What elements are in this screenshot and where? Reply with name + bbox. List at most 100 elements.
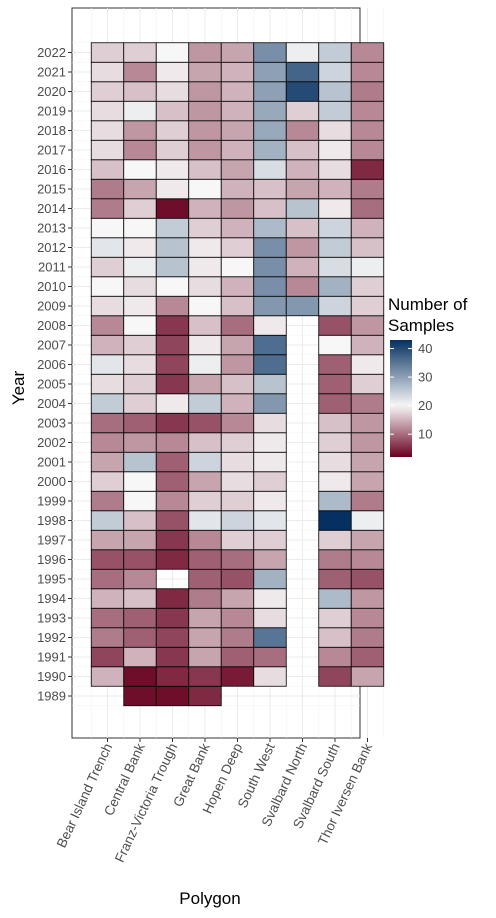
heatmap-cell xyxy=(350,81,385,102)
heatmap-cell xyxy=(90,198,125,219)
heatmap-cell xyxy=(90,627,125,648)
heatmap-cell xyxy=(318,412,352,434)
heatmap-cell xyxy=(90,393,125,414)
heatmap-cell xyxy=(123,646,157,668)
heatmap-cell xyxy=(253,217,287,239)
y-tick-label: 1999 xyxy=(37,494,66,509)
heatmap-cell xyxy=(90,432,125,453)
heatmap-cell xyxy=(90,471,125,492)
heatmap-cell xyxy=(220,666,255,687)
heatmap-cell xyxy=(90,451,125,473)
heatmap-cell xyxy=(350,120,385,141)
heatmap-cell xyxy=(285,120,320,141)
heatmap-cell xyxy=(253,568,287,590)
heatmap-cell xyxy=(220,568,255,590)
heatmap-cell xyxy=(188,315,222,336)
y-tick-label: 1992 xyxy=(37,630,66,645)
heatmap-cell xyxy=(155,334,190,356)
heatmap-cell xyxy=(318,315,352,336)
heatmap-cell xyxy=(253,451,287,473)
heatmap-cell xyxy=(350,373,385,395)
heatmap-cell xyxy=(220,178,255,200)
heatmap-cell xyxy=(318,354,352,375)
heatmap-cell xyxy=(155,217,190,239)
heatmap-cell xyxy=(90,120,125,141)
heatmap-cell xyxy=(155,256,190,278)
heatmap-cell xyxy=(155,510,190,531)
heatmap-cell xyxy=(253,276,287,297)
y-tick-label: 1998 xyxy=(37,513,66,528)
y-tick-label: 2013 xyxy=(37,221,66,236)
legend-tick-label: 20 xyxy=(418,398,432,413)
heatmap-cell xyxy=(155,100,190,122)
heatmap-cell xyxy=(90,139,125,161)
heatmap-cell xyxy=(155,276,190,297)
heatmap-cell xyxy=(253,627,287,648)
heatmap-cell xyxy=(350,549,385,570)
heatmap-cell xyxy=(123,334,157,356)
heatmap-cell xyxy=(188,120,222,141)
heatmap-cell xyxy=(253,666,287,687)
heatmap-cell xyxy=(123,159,157,180)
heatmap-cell xyxy=(220,159,255,180)
heatmap-cell xyxy=(285,61,320,83)
heatmap-cell xyxy=(350,42,385,63)
heatmap-cell xyxy=(253,61,287,83)
x-axis-title: Polygon xyxy=(179,889,240,908)
heatmap-cell xyxy=(155,432,190,453)
heatmap-cell xyxy=(123,666,157,687)
y-tick-label: 2019 xyxy=(37,104,66,119)
heatmap-cell xyxy=(350,295,385,317)
heatmap-cell xyxy=(220,451,255,473)
heatmap-cell xyxy=(90,295,125,317)
heatmap-cell xyxy=(253,549,287,570)
heatmap-cell xyxy=(90,646,125,668)
heatmap-cell xyxy=(318,549,352,570)
heatmap-cell xyxy=(220,198,255,219)
heatmap-cell xyxy=(285,159,320,180)
heatmap-cell xyxy=(220,237,255,258)
y-tick-label: 2018 xyxy=(37,123,66,138)
heatmap-cell xyxy=(220,256,255,278)
heatmap-cell xyxy=(155,315,190,336)
heatmap-cell xyxy=(350,100,385,122)
heatmap-cell xyxy=(350,178,385,200)
y-tick-label: 2014 xyxy=(37,201,66,216)
heatmap-cell xyxy=(350,354,385,375)
heatmap-cell xyxy=(253,412,287,434)
x-tick-label: Bear Island Trench xyxy=(54,741,115,850)
heatmap-cell xyxy=(253,295,287,317)
heatmap-cell xyxy=(350,607,385,629)
heatmap-cell xyxy=(253,237,287,258)
heatmap-cell xyxy=(350,529,385,551)
heatmap-cell xyxy=(318,451,352,473)
heatmap-cell xyxy=(90,276,125,297)
heatmap-cell xyxy=(188,178,222,200)
heatmap-cell xyxy=(253,607,287,629)
heatmap-cell xyxy=(253,139,287,161)
heatmap-cell xyxy=(155,139,190,161)
heatmap-cell xyxy=(123,432,157,453)
heatmap-cell xyxy=(188,159,222,180)
heatmap-cell xyxy=(123,198,157,219)
heatmap-cell xyxy=(90,256,125,278)
heatmap-cell xyxy=(220,42,255,63)
heatmap-cell xyxy=(155,237,190,258)
heatmap-cell xyxy=(123,393,157,414)
heatmap-cell xyxy=(90,81,125,102)
heatmap-cell xyxy=(90,237,125,258)
heatmap-cell xyxy=(188,588,222,609)
heatmap-cell xyxy=(253,432,287,453)
heatmap-cell xyxy=(220,315,255,336)
heatmap-cell xyxy=(220,334,255,356)
y-tick-label: 2005 xyxy=(37,377,66,392)
heatmap-cell xyxy=(220,412,255,434)
heatmap-cell xyxy=(123,627,157,648)
heatmap-cell xyxy=(155,471,190,492)
heatmap-cell xyxy=(188,61,222,83)
heatmap-cell xyxy=(123,315,157,336)
heatmap-cell xyxy=(285,198,320,219)
heatmap-cell xyxy=(188,607,222,629)
legend-colorbar xyxy=(390,340,412,457)
heatmap-cell xyxy=(318,139,352,161)
